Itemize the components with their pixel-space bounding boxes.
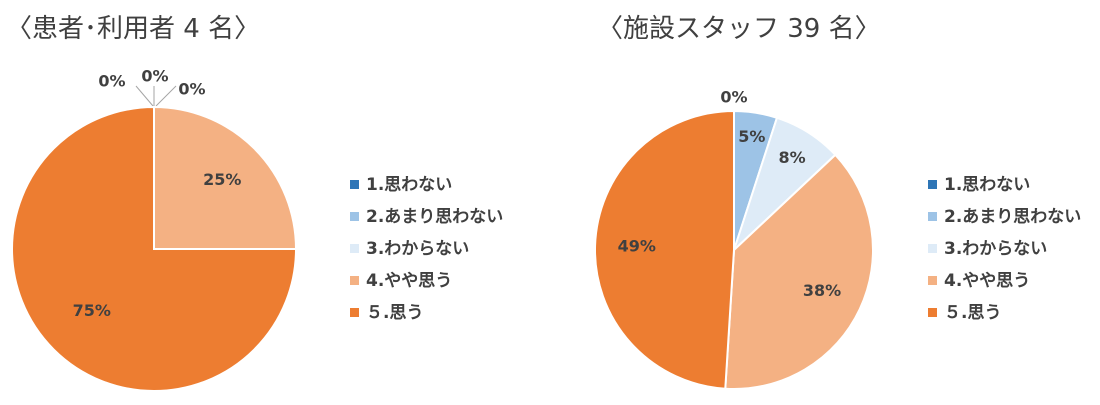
pie2-data-label-2: 5% xyxy=(738,127,765,146)
pie2-legend-label-4: 4.やや思う xyxy=(944,271,1030,291)
pie2-legend-swatch-1 xyxy=(928,180,937,189)
pie1-data-label-5: 75% xyxy=(73,301,111,320)
pie1-legend-label-4: 4.やや思う xyxy=(366,271,452,291)
pie1-legend-label-3: 3.わからない xyxy=(366,239,469,259)
pie2-legend-label-2: 2.あまり思わない xyxy=(944,207,1081,227)
pie2-legend-label-1: 1.思わない xyxy=(944,175,1030,195)
pie1-data-label-4: 25% xyxy=(203,170,241,189)
pie1-legend-swatch-1 xyxy=(350,180,359,189)
pie1-slice-5 xyxy=(11,105,298,392)
pie2-data-label-4: 38% xyxy=(803,281,841,300)
pie2-legend-swatch-2 xyxy=(928,212,937,221)
pie1-legend-label-2: 2.あまり思わない xyxy=(366,207,503,227)
pie2-data-label-3: 8% xyxy=(779,148,806,167)
chart-title-staff: 〈施設スタッフ 39 名〉 xyxy=(597,14,881,44)
pie1-data-label-1: 0% xyxy=(98,72,125,91)
chart-title-patients: 〈患者･利用者 4 名〉 xyxy=(6,14,261,44)
pie1-legend-swatch-3 xyxy=(350,244,359,253)
pie2-slice-5 xyxy=(594,109,735,390)
pie2-legend-swatch-5 xyxy=(928,308,937,317)
pie2-legend-swatch-3 xyxy=(928,244,937,253)
pie1-legend-swatch-5 xyxy=(350,308,359,317)
pie1-legend-swatch-2 xyxy=(350,212,359,221)
pie2-data-label-5: 49% xyxy=(618,236,656,255)
pie2-legend-swatch-4 xyxy=(928,276,937,285)
pie2-legend-label-5: ５.思う xyxy=(944,303,1001,323)
pie1-data-label-3: 0% xyxy=(178,80,205,99)
pie2-data-label-1: 0% xyxy=(720,88,747,107)
pie2-slice-4 xyxy=(724,153,874,390)
pie2-legend-label-3: 3.わからない xyxy=(944,239,1047,259)
pie1-leader-line-3 xyxy=(155,85,177,107)
pie1-legend-label-1: 1.思わない xyxy=(366,175,452,195)
pie1-slice-4 xyxy=(153,105,298,250)
pie1-legend-swatch-4 xyxy=(350,276,359,285)
pie1-leader-line-1 xyxy=(135,85,154,107)
pie1-data-label-2: 0% xyxy=(141,67,168,86)
pie1-legend-label-5: ５.思う xyxy=(366,303,423,323)
